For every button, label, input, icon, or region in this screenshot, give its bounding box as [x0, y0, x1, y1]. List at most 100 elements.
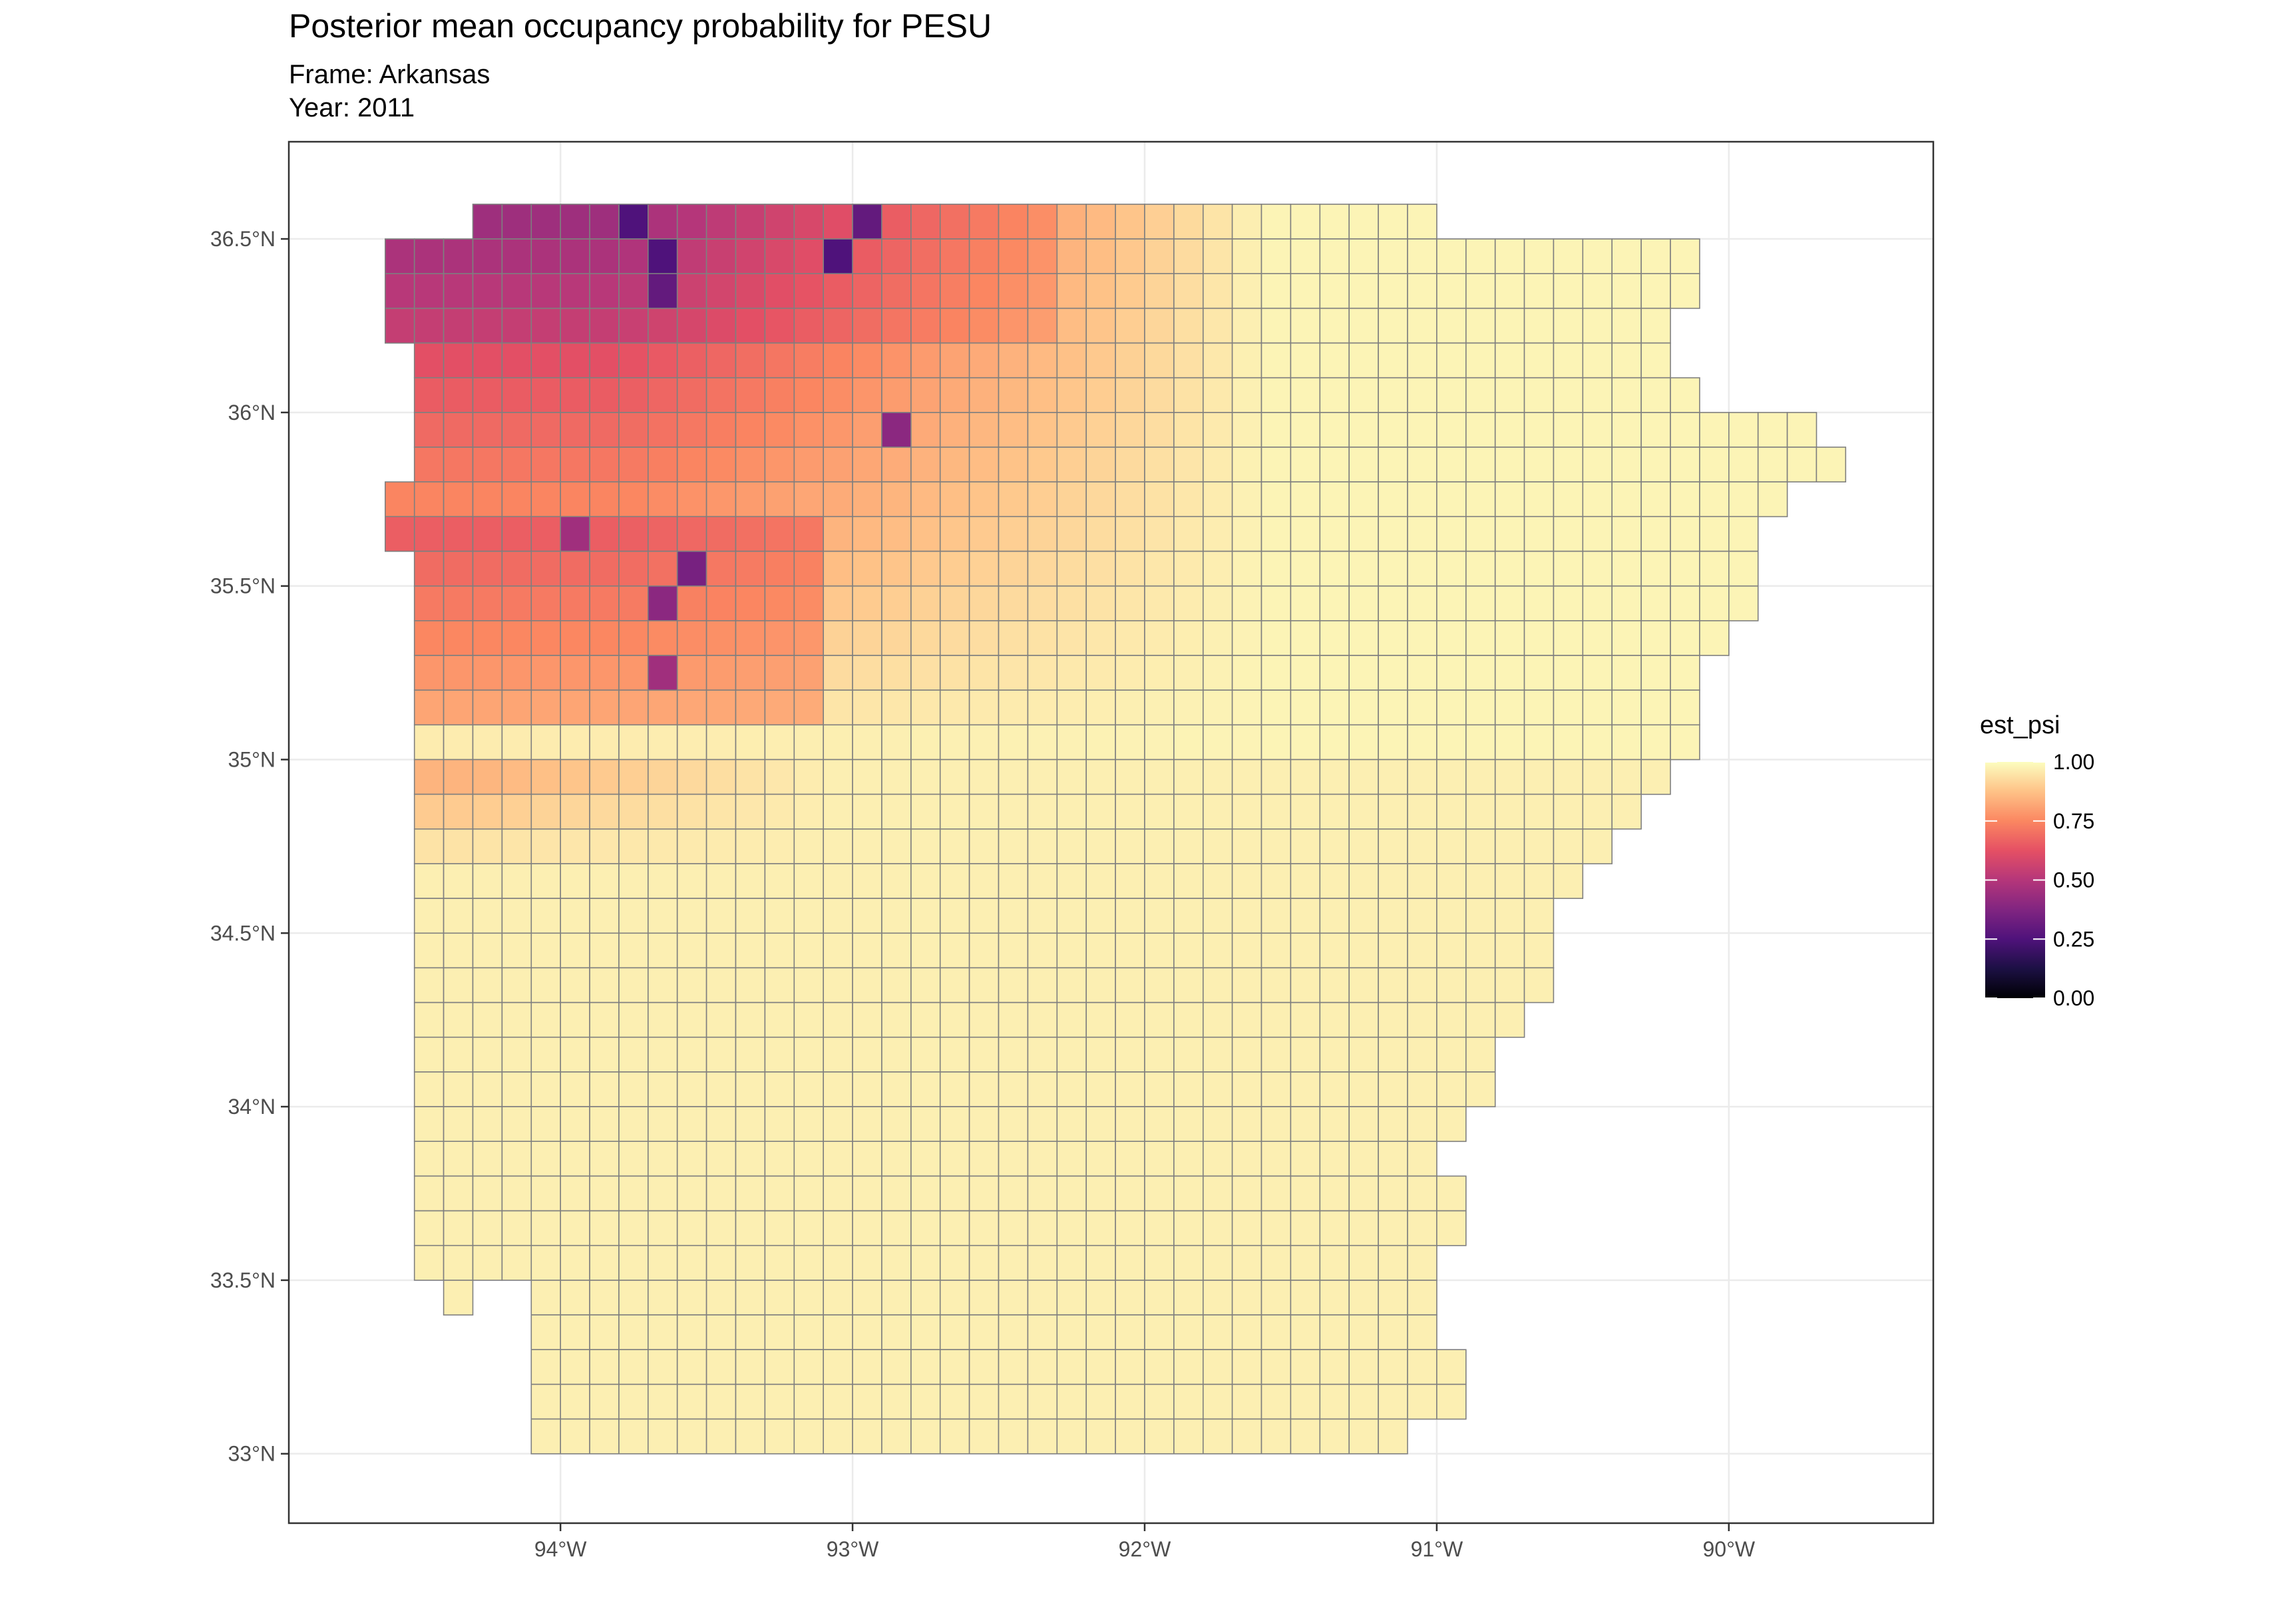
grid-cell: [647, 377, 678, 413]
grid-cell: [1173, 585, 1204, 622]
grid-cell: [852, 689, 882, 726]
grid-cell: [939, 1141, 970, 1177]
grid-cell: [823, 550, 853, 587]
grid-cell: [735, 1280, 766, 1316]
grid-cell: [1494, 307, 1525, 344]
grid-cell: [1115, 932, 1145, 969]
grid-cell: [1115, 759, 1145, 795]
grid-cell: [793, 585, 825, 622]
grid-cell: [910, 1036, 941, 1073]
grid-cell: [881, 585, 912, 622]
grid-cell: [1085, 377, 1116, 413]
grid-cell: [852, 620, 882, 656]
grid-cell: [1348, 689, 1379, 726]
grid-cell: [1027, 759, 1058, 795]
grid-cell: [560, 1244, 590, 1281]
grid-cell: [1348, 759, 1379, 795]
grid-cell: [472, 1244, 503, 1281]
grid-cell: [1348, 516, 1379, 552]
grid-cell: [530, 585, 561, 622]
grid-cell: [1231, 377, 1262, 413]
grid-cell: [1085, 516, 1116, 552]
grid-cell: [1494, 689, 1525, 726]
grid-cell: [1407, 273, 1437, 309]
grid-cell: [1085, 898, 1116, 934]
grid-cell: [852, 585, 882, 622]
grid-cell: [530, 898, 561, 934]
grid-cell: [501, 273, 532, 309]
grid-cell: [939, 898, 970, 934]
grid-cell: [618, 273, 649, 309]
grid-cell: [1173, 655, 1204, 691]
grid-cell: [1348, 898, 1379, 934]
grid-cell: [1494, 793, 1525, 830]
grid-cell: [1144, 1141, 1175, 1177]
grid-cell: [676, 793, 707, 830]
grid-cell: [676, 412, 707, 448]
grid-cell: [618, 793, 649, 830]
grid-cell: [1290, 1418, 1321, 1455]
grid-cell: [968, 828, 1000, 864]
grid-cell: [735, 516, 766, 552]
grid-cell: [501, 481, 532, 518]
grid-cell: [560, 759, 590, 795]
grid-cell: [1056, 689, 1087, 726]
grid-cell: [1319, 412, 1350, 448]
grid-cell: [1027, 238, 1058, 275]
grid-cell: [443, 1106, 474, 1143]
grid-cell: [1611, 342, 1642, 379]
grid-cell: [1378, 863, 1408, 899]
grid-cell: [1173, 342, 1204, 379]
grid-cell: [939, 759, 970, 795]
grid-cell: [1523, 828, 1555, 864]
grid-cell: [676, 273, 707, 309]
grid-cell: [530, 1244, 561, 1281]
grid-cell: [443, 1175, 474, 1212]
grid-cell: [852, 1036, 882, 1073]
grid-cell: [1173, 412, 1204, 448]
grid-cell: [1173, 793, 1204, 830]
grid-cell: [676, 620, 707, 656]
grid-cell: [676, 1036, 707, 1073]
legend-tick-label: 0.50: [2053, 868, 2094, 892]
grid-cell: [939, 1383, 970, 1420]
grid-cell: [1115, 412, 1145, 448]
grid-cell: [1494, 655, 1525, 691]
grid-cell: [443, 724, 474, 761]
grid-cell: [501, 759, 532, 795]
grid-cell: [1085, 932, 1116, 969]
x-tick-label: 91°W: [1411, 1537, 1463, 1561]
grid-cell: [939, 412, 970, 448]
grid-cell: [413, 516, 445, 552]
grid-cell: [472, 1001, 503, 1038]
grid-cell: [1319, 204, 1350, 240]
grid-cell: [705, 724, 737, 761]
grid-cell: [1260, 1244, 1292, 1281]
grid-cell: [1056, 1244, 1087, 1281]
grid-cell: [1436, 238, 1467, 275]
grid-cell: [1523, 342, 1555, 379]
grid-cell: [939, 1071, 970, 1107]
grid-cell: [1056, 1106, 1087, 1143]
grid-cell: [1290, 1349, 1321, 1385]
grid-cell: [705, 620, 737, 656]
grid-cell: [793, 759, 825, 795]
grid-cell: [618, 447, 649, 483]
grid-cell: [823, 863, 853, 899]
grid-cell: [618, 516, 649, 552]
grid-cell: [1348, 1349, 1379, 1385]
grid-cell: [501, 1001, 532, 1038]
grid-cell: [968, 863, 1000, 899]
grid-cell: [939, 1280, 970, 1316]
grid-cell: [1173, 1141, 1204, 1177]
occupancy-grid-cells: [384, 204, 1847, 1455]
grid-cell: [1144, 204, 1175, 240]
grid-cell: [384, 516, 415, 552]
grid-cell: [1144, 1106, 1175, 1143]
grid-cell: [1085, 724, 1116, 761]
grid-cell: [1436, 724, 1467, 761]
grid-cell: [998, 689, 1029, 726]
grid-cell: [676, 724, 707, 761]
grid-cell: [968, 620, 1000, 656]
grid-cell: [1728, 481, 1759, 518]
